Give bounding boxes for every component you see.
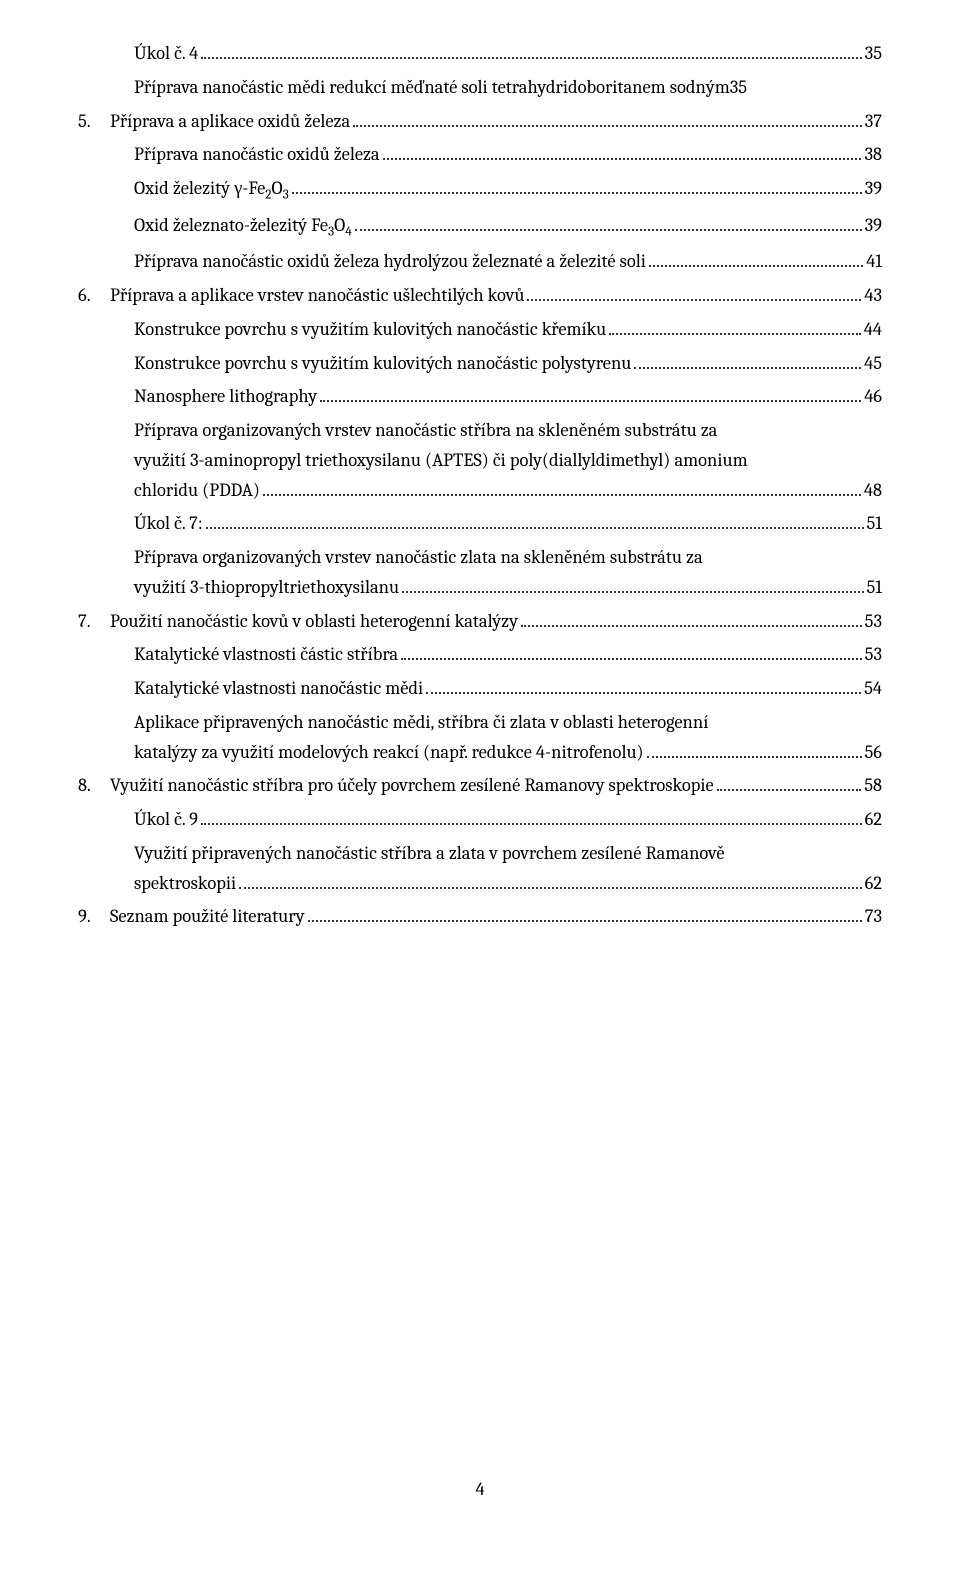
toc-page-number: 35 — [730, 76, 747, 98]
toc-leader — [521, 610, 862, 627]
toc-entry: Konstrukce povrchu s využitím kulovitých… — [78, 350, 882, 378]
toc-entry-line: Aplikace připravených nanočástic mědi, s… — [134, 709, 882, 737]
toc-entry-number: 7. — [78, 608, 110, 636]
toc-page-number: 44 — [864, 316, 882, 344]
toc-entry: Příprava organizovaných vrstev nanočásti… — [78, 417, 882, 504]
toc-page-number: 35 — [865, 40, 882, 68]
toc-page-number: 46 — [864, 383, 882, 411]
toc-leader — [355, 214, 862, 231]
toc-page-number: 53 — [865, 608, 882, 636]
toc-page-number: 51 — [867, 574, 883, 602]
toc-entry-number: 8. — [78, 772, 110, 800]
toc-entry-label: Příprava nanočástic oxidů železa — [134, 141, 380, 169]
toc-entry: Příprava nanočástic oxidů železa hydrolý… — [78, 248, 882, 276]
toc-leader — [263, 479, 861, 496]
toc-leader — [426, 677, 861, 694]
toc-entry: Katalytické vlastnosti částic stříbra 53 — [78, 641, 882, 669]
toc-entry-tail: využití 3-thiopropyltriethoxysilanu — [134, 574, 399, 602]
toc-page-number: 54 — [864, 675, 882, 703]
toc-entry: Katalytické vlastnosti nanočástic mědi 54 — [78, 675, 882, 703]
toc-entry-label: Příprava nanočástic oxidů železa hydrolý… — [134, 248, 646, 276]
toc-leader — [649, 251, 863, 268]
toc-entry-label: 9.Seznam použité literatury — [78, 903, 305, 931]
toc-page-number: 51 — [867, 510, 883, 538]
toc-entry-label: 8.Využití nanočástic stříbra pro účely p… — [78, 772, 714, 800]
toc-entry-label: 6.Příprava a aplikace vrstev nanočástic … — [78, 282, 524, 310]
toc-entry-label: Oxid železnato-železitý Fe3O4 — [134, 212, 352, 243]
toc-page-number: 58 — [864, 772, 882, 800]
toc-leader — [609, 318, 861, 335]
toc-entry-line: Příprava organizovaných vrstev nanočásti… — [134, 544, 882, 572]
toc-entry: Oxid železnato-železitý Fe3O4 39 — [78, 212, 882, 243]
toc-entry: 9.Seznam použité literatury 73 — [78, 903, 882, 931]
toc-page-number: 62 — [865, 806, 882, 834]
toc-entry-label: Katalytické vlastnosti částic stříbra — [134, 641, 398, 669]
toc-entry: Konstrukce povrchu s využitím kulovitých… — [78, 316, 882, 344]
toc-entry: Příprava nanočástic oxidů železa 38 — [78, 141, 882, 169]
toc-entry-tail: spektroskopii — [134, 870, 236, 898]
toc-page-number: 37 — [865, 108, 882, 136]
toc-entry-label: Oxid železitý γ-Fe2O3 — [134, 175, 289, 206]
toc-page-number: 38 — [864, 141, 882, 169]
toc-entry: 6.Příprava a aplikace vrstev nanočástic … — [78, 282, 882, 310]
toc-entry-line: využití 3-aminopropyl triethoxysilanu (A… — [134, 447, 882, 475]
toc-page-number: 45 — [864, 350, 882, 378]
toc-page-number: 56 — [865, 739, 882, 767]
toc-entry-number: 9. — [78, 903, 110, 931]
table-of-contents: Úkol č. 435Příprava nanočástic mědi redu… — [78, 40, 882, 931]
toc-leader — [201, 42, 861, 59]
toc-page-number: 39 — [865, 212, 882, 240]
toc-entry: Úkol č. 9 62 — [78, 806, 882, 834]
toc-entry-label: 7.Použití nanočástic kovů v oblasti hete… — [78, 608, 518, 636]
toc-leader — [308, 906, 862, 923]
toc-entry-label: Úkol č. 4 — [134, 40, 198, 68]
toc-entry-label: Úkol č. 7: — [134, 510, 203, 538]
toc-entry: Příprava organizovaných vrstev nanočásti… — [78, 544, 882, 602]
toc-page-number: 53 — [865, 641, 882, 669]
toc-entry-line: Využití připravených nanočástic stříbra … — [134, 840, 882, 868]
toc-leader — [239, 872, 861, 889]
toc-entry-label: Nanosphere lithography — [134, 383, 317, 411]
toc-entry-label: 5.Příprava a aplikace oxidů železa — [78, 108, 350, 136]
toc-leader — [201, 808, 862, 825]
toc-entry-line: Příprava organizovaných vrstev nanočásti… — [134, 417, 882, 445]
toc-leader — [292, 177, 862, 194]
toc-leader — [647, 741, 862, 758]
toc-entry: Nanosphere lithography 46 — [78, 383, 882, 411]
toc-entry: 5.Příprava a aplikace oxidů železa 37 — [78, 108, 882, 136]
toc-page-number: 62 — [865, 870, 882, 898]
toc-entry-number: 6. — [78, 282, 110, 310]
toc-leader — [401, 644, 862, 661]
toc-entry: Úkol č. 4 35 — [78, 40, 882, 68]
toc-entry-label: Katalytické vlastnosti nanočástic mědi — [134, 675, 423, 703]
toc-entry: 7.Použití nanočástic kovů v oblasti hete… — [78, 608, 882, 636]
toc-entry-number: 5. — [78, 108, 110, 136]
toc-page-number: 73 — [865, 903, 882, 931]
toc-leader — [206, 513, 864, 530]
toc-leader — [383, 143, 862, 160]
toc-page-number: 43 — [864, 282, 882, 310]
toc-entry-label: Příprava nanočástic mědi redukcí měďnaté… — [134, 76, 730, 98]
toc-entry: Využití připravených nanočástic stříbra … — [78, 840, 882, 898]
toc-entry: Aplikace připravených nanočástic mědi, s… — [78, 709, 882, 767]
toc-entry-label: Úkol č. 9 — [134, 806, 198, 834]
toc-entry-label: Konstrukce povrchu s využitím kulovitých… — [134, 316, 606, 344]
page-number: 4 — [0, 1476, 960, 1504]
toc-entry-tail: chloridu (PDDA) — [134, 477, 260, 505]
toc-page-number: 39 — [865, 175, 882, 203]
toc-leader — [320, 386, 861, 403]
toc-leader — [402, 576, 863, 593]
toc-entry-label: Konstrukce povrchu s využitím kulovitých… — [134, 350, 631, 378]
toc-leader — [634, 352, 861, 369]
toc-page-number: 41 — [866, 248, 882, 276]
toc-entry: 8.Využití nanočástic stříbra pro účely p… — [78, 772, 882, 800]
toc-leader — [527, 284, 861, 301]
toc-leader — [717, 775, 862, 792]
toc-entry: Příprava nanočástic mědi redukcí měďnaté… — [78, 74, 882, 102]
toc-entry-tail: katalýzy za využití modelových reakcí (n… — [134, 739, 644, 767]
toc-entry: Oxid železitý γ-Fe2O3 39 — [78, 175, 882, 206]
toc-entry: Úkol č. 7: 51 — [78, 510, 882, 538]
toc-page-number: 48 — [864, 477, 882, 505]
toc-leader — [353, 110, 862, 127]
